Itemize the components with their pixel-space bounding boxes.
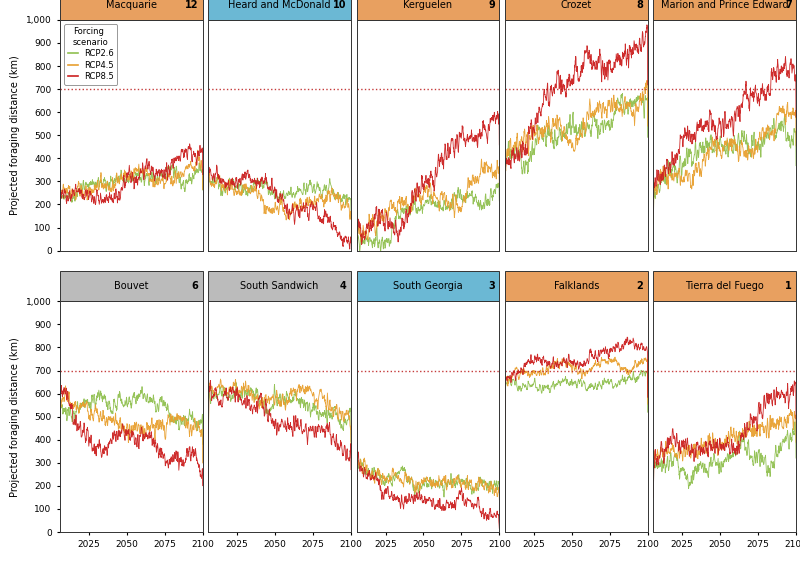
Text: 3: 3 (488, 281, 495, 291)
Text: Macquarie: Macquarie (106, 0, 157, 10)
Text: South Sandwich: South Sandwich (241, 281, 319, 291)
Text: 10: 10 (333, 0, 346, 10)
FancyBboxPatch shape (505, 0, 648, 20)
Text: 6: 6 (192, 281, 198, 291)
Text: Kerguelen: Kerguelen (403, 0, 453, 10)
Y-axis label: Projected foraging distance (km): Projected foraging distance (km) (10, 55, 20, 215)
Text: Marion and Prince Edward: Marion and Prince Edward (661, 0, 789, 10)
Text: Heard and McDonald: Heard and McDonald (229, 0, 331, 10)
FancyBboxPatch shape (208, 271, 351, 302)
Text: Crozet: Crozet (561, 0, 592, 10)
FancyBboxPatch shape (505, 271, 648, 302)
FancyBboxPatch shape (654, 271, 796, 302)
Text: 12: 12 (185, 0, 198, 10)
Text: Tierra del Fuego: Tierra del Fuego (686, 281, 764, 291)
Text: 4: 4 (340, 281, 346, 291)
Text: South Georgia: South Georgia (393, 281, 463, 291)
Text: Falklands: Falklands (554, 281, 599, 291)
FancyBboxPatch shape (208, 0, 351, 20)
FancyBboxPatch shape (357, 0, 499, 20)
FancyBboxPatch shape (357, 271, 499, 302)
Text: 1: 1 (785, 281, 792, 291)
Legend: RCP2.6, RCP4.5, RCP8.5: RCP2.6, RCP4.5, RCP8.5 (64, 24, 118, 85)
FancyBboxPatch shape (654, 0, 796, 20)
Text: 7: 7 (785, 0, 792, 10)
Text: 2: 2 (637, 281, 643, 291)
FancyBboxPatch shape (60, 271, 202, 302)
Text: 8: 8 (637, 0, 643, 10)
Text: Bouvet: Bouvet (114, 281, 149, 291)
Text: 9: 9 (488, 0, 495, 10)
FancyBboxPatch shape (60, 0, 202, 20)
Y-axis label: Projected foraging distance (km): Projected foraging distance (km) (10, 337, 20, 497)
